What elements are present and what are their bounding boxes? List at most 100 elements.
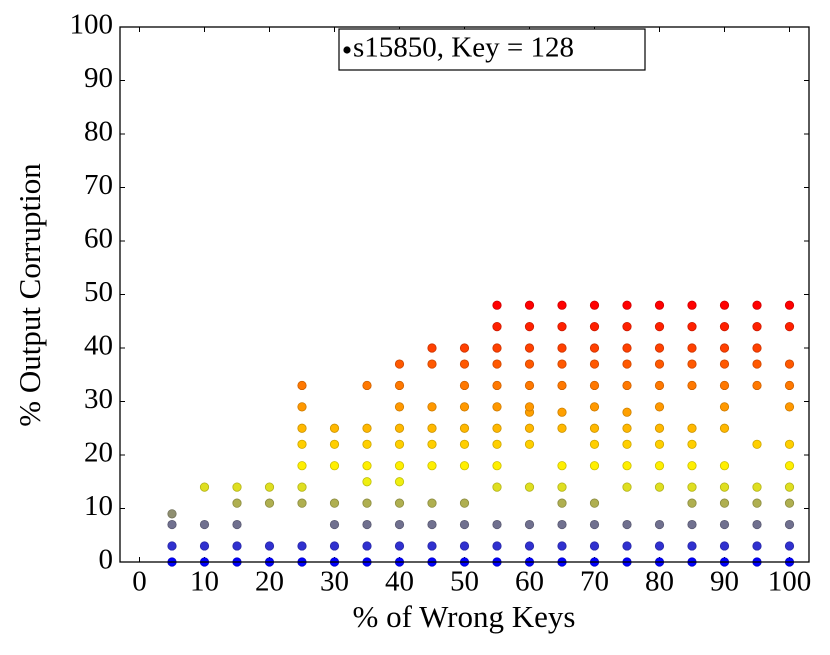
scatter-point — [687, 541, 697, 551]
scatter-point — [492, 321, 502, 332]
scatter-point — [362, 541, 372, 551]
scatter-point — [622, 461, 632, 471]
scatter-point — [394, 359, 405, 369]
scatter-point — [199, 519, 210, 530]
scatter-point — [557, 423, 567, 433]
scatter-point — [232, 541, 242, 551]
x-tick-label: 60 — [515, 566, 544, 598]
scatter-point — [459, 359, 470, 369]
scatter-point — [752, 439, 762, 449]
legend-box — [338, 28, 646, 71]
y-tick-label: 0 — [99, 544, 114, 576]
x-tick-label: 30 — [320, 566, 349, 598]
y-tick-label: 90 — [84, 62, 113, 94]
scatter-point — [719, 300, 730, 310]
scatter-point — [589, 343, 600, 353]
scatter-point — [427, 461, 437, 471]
scatter-point — [264, 482, 275, 492]
x-tick-label: 80 — [645, 566, 674, 598]
scatter-point — [492, 343, 502, 353]
scatter-point — [589, 380, 600, 391]
scatter-point — [719, 343, 730, 353]
scatter-point — [589, 461, 600, 471]
scatter-point — [459, 461, 470, 471]
scatter-point — [589, 402, 600, 412]
scatter-point — [297, 402, 307, 412]
scatter-point — [427, 423, 437, 433]
scatter-point — [427, 359, 437, 369]
scatter-point — [784, 482, 795, 492]
scatter-point — [329, 541, 340, 551]
scatter-point — [784, 541, 795, 551]
scatter-point — [687, 380, 697, 391]
legend-marker — [343, 46, 351, 54]
scatter-point — [654, 380, 665, 391]
scatter-point — [784, 380, 795, 391]
scatter-point — [492, 300, 502, 310]
scatter-point — [589, 321, 600, 332]
scatter-point — [459, 402, 470, 412]
scatter-point — [362, 498, 372, 508]
y-tick-label: 40 — [84, 330, 113, 362]
scatter-point — [362, 423, 372, 433]
scatter-point — [524, 300, 535, 310]
scatter-point — [687, 498, 697, 508]
scatter-point — [524, 439, 535, 449]
scatter-point — [622, 343, 632, 353]
scatter-point — [459, 423, 470, 433]
scatter-point — [459, 343, 470, 353]
scatter-point — [329, 423, 340, 433]
scatter-point — [297, 423, 307, 433]
scatter-point — [557, 482, 567, 492]
plot-frame — [119, 26, 810, 563]
scatter-point — [524, 321, 535, 332]
scatter-point — [622, 300, 632, 310]
scatter-point — [687, 461, 697, 471]
scatter-point — [394, 439, 405, 449]
scatter-point — [654, 300, 665, 310]
scatter-point — [557, 380, 567, 391]
scatter-point — [297, 380, 307, 391]
scatter-point — [167, 509, 177, 519]
scatter-point — [752, 343, 762, 353]
scatter-point — [622, 519, 632, 530]
scatter-point — [752, 482, 762, 492]
scatter-point — [167, 519, 177, 530]
scatter-point — [394, 423, 405, 433]
scatter-point — [427, 343, 437, 353]
scatter-point — [784, 498, 795, 508]
x-tick-label: 0 — [132, 566, 147, 598]
scatter-point — [687, 423, 697, 433]
scatter-point — [524, 541, 535, 551]
scatter-point — [297, 461, 307, 471]
scatter-point — [492, 482, 502, 492]
scatter-point — [297, 482, 307, 492]
scatter-point — [557, 519, 567, 530]
scatter-point — [394, 380, 405, 391]
scatter-point — [654, 519, 665, 530]
y-tick-label: 70 — [84, 169, 113, 201]
scatter-point — [492, 461, 502, 471]
scatter-point — [492, 380, 502, 391]
scatter-point — [784, 519, 795, 530]
y-tick-label: 30 — [84, 383, 113, 415]
x-tick-label: 10 — [190, 566, 219, 598]
x-tick-label: 40 — [385, 566, 414, 598]
scatter-point — [752, 380, 762, 391]
scatter-point — [394, 461, 405, 471]
scatter-point — [232, 498, 242, 508]
scatter-point — [492, 519, 502, 530]
scatter-point — [589, 498, 600, 508]
scatter-point — [654, 461, 665, 471]
point-layer — [167, 300, 795, 567]
scatter-point — [459, 439, 470, 449]
scatter-point — [362, 439, 372, 449]
scatter-point — [427, 519, 437, 530]
scatter-point — [199, 482, 210, 492]
scatter-point — [719, 423, 730, 433]
scatter-point — [687, 300, 697, 310]
scatter-point — [687, 439, 697, 449]
scatter-point — [622, 423, 632, 433]
scatter-point — [492, 359, 502, 369]
